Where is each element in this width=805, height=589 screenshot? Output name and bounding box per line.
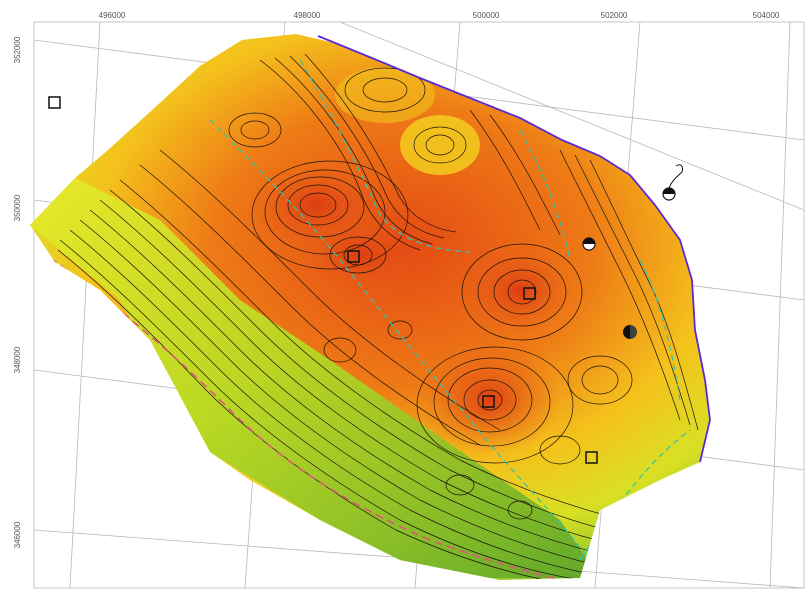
contour-lines	[57, 53, 699, 580]
well-circle-east-1	[662, 164, 683, 201]
well-circle-east-2	[582, 237, 596, 251]
well-square-center-left	[347, 250, 360, 263]
well-square-nw	[48, 96, 61, 109]
y-tick-label: 348000	[13, 346, 22, 373]
y-tick-label: 346000	[13, 521, 22, 548]
x-tick-label: 498000	[294, 11, 321, 20]
well-square-south-center	[482, 395, 495, 408]
x-tick-label: 496000	[99, 11, 126, 20]
x-tick-label: 500000	[473, 11, 500, 20]
x-tick-label: 504000	[753, 11, 780, 20]
well-square-center-right	[523, 287, 536, 300]
y-tick-label: 352000	[13, 36, 22, 63]
x-tick-labels: 496000 498000 500000 502000 504000	[99, 11, 780, 20]
well-square-south-east	[585, 451, 598, 464]
fault-line	[49, 257, 591, 580]
y-tick-labels: 352000 350000 348000 346000	[13, 36, 22, 548]
survey-boundary	[317, 35, 711, 463]
well-circle-east-3	[623, 325, 637, 339]
y-tick-label: 350000	[13, 194, 22, 221]
x-tick-label: 502000	[601, 11, 628, 20]
